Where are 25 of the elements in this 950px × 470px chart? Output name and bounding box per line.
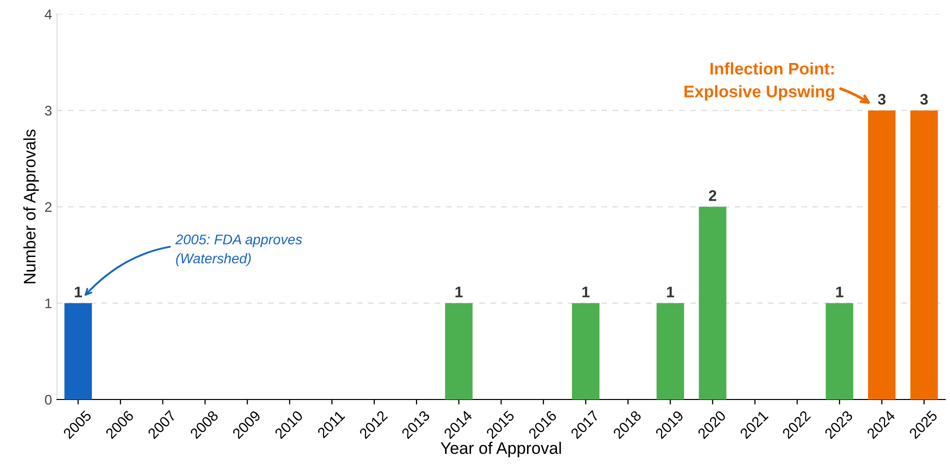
- x-axis-title: Year of Approval: [440, 442, 561, 458]
- data-label: 1: [667, 286, 674, 298]
- data-label: 1: [836, 286, 844, 298]
- annotation: 2005: FDA approves (Watershed): [175, 234, 302, 266]
- data-label: 1: [582, 286, 590, 298]
- bar: [64, 303, 92, 400]
- bar: [445, 303, 473, 400]
- y-tick-label: 4: [44, 10, 52, 20]
- bar: [656, 303, 684, 400]
- y-tick-label: 3: [44, 106, 52, 116]
- bar: [826, 303, 854, 400]
- data-label: 3: [878, 94, 886, 105]
- y-tick-label: 0: [44, 394, 52, 405]
- y-axis-title: Number of Approvals: [23, 130, 39, 284]
- bar: [910, 110, 938, 400]
- y-tick-label: 1: [45, 298, 52, 308]
- bar: [572, 303, 600, 400]
- bar: [868, 110, 896, 400]
- data-label: 2: [708, 190, 716, 201]
- data-label: 1: [74, 286, 82, 298]
- data-label: 1: [456, 286, 463, 298]
- y-tick-label: 2: [45, 202, 52, 212]
- annotation: Inflection Point: Explosive Upswing: [684, 62, 834, 101]
- bar: [698, 206, 726, 400]
- data-label: 3: [920, 94, 928, 105]
